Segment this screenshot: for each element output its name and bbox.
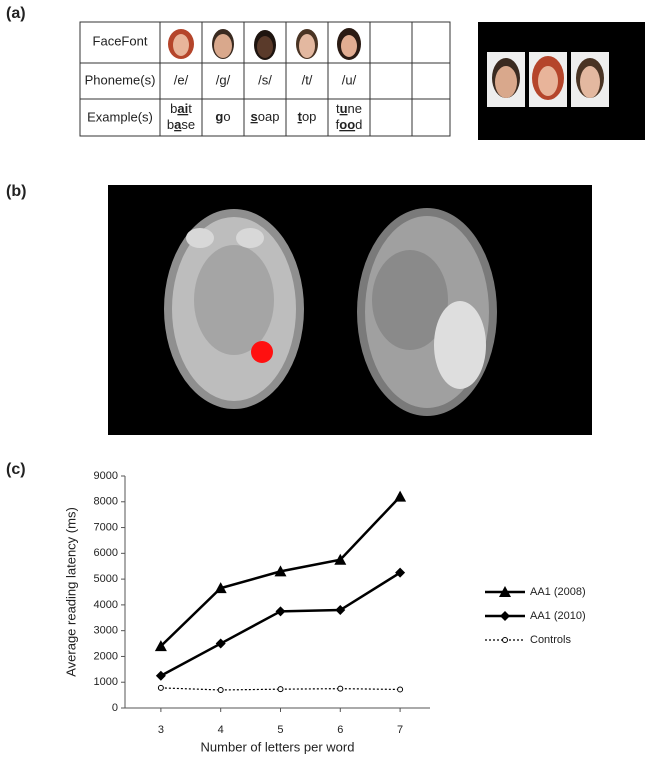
example-segment: o — [223, 109, 230, 124]
example-segment: op — [302, 109, 316, 124]
panel-label: (b) — [6, 183, 26, 200]
y-tick-label: 5000 — [94, 573, 118, 585]
legend-marker — [500, 611, 510, 621]
example-word: go — [215, 109, 230, 124]
example-segment: b — [170, 101, 177, 116]
example-segment: d — [355, 117, 362, 132]
y-tick-label: 4000 — [94, 599, 118, 611]
phoneme: /u/ — [342, 72, 357, 87]
example-segment: oo — [339, 117, 355, 132]
example-word: food — [336, 117, 363, 132]
example-segment: ai — [177, 101, 188, 116]
phoneme: /e/ — [174, 72, 189, 87]
example-word: soap — [251, 109, 280, 124]
marker — [394, 491, 406, 502]
mri-images — [108, 185, 592, 435]
legend-label: AA1 (2008) — [530, 586, 586, 598]
x-tick-label: 3 — [158, 724, 164, 736]
x-axis-label: Number of letters per word — [201, 739, 355, 754]
face-stimulus — [478, 22, 645, 140]
series-line — [161, 573, 400, 676]
example-word: base — [167, 117, 195, 132]
y-tick-label: 2000 — [94, 650, 118, 662]
legend-label: Controls — [530, 634, 571, 646]
x-tick-label: 5 — [277, 724, 283, 736]
marker — [278, 687, 283, 692]
marker — [338, 686, 343, 691]
y-tick-label: 8000 — [94, 496, 118, 508]
example-word: top — [298, 109, 317, 124]
y-tick-label: 3000 — [94, 625, 118, 637]
page: (a) (b) (c) — [0, 0, 645, 760]
example-segment: ne — [348, 101, 362, 116]
x-tick-label: 6 — [337, 724, 343, 736]
phoneme: /t/ — [302, 72, 313, 87]
face-icons — [168, 28, 361, 60]
example-segment: se — [181, 117, 195, 132]
row-label: Example(s) — [87, 109, 153, 124]
chart: 0 1000 2000 3000 4000 5000 6000 7000 8000 9000 3 4 5… — [63, 470, 585, 755]
y-tick-label: 9000 — [94, 470, 118, 482]
marker — [398, 687, 403, 692]
marker — [275, 606, 285, 616]
example-word: bait — [170, 101, 192, 116]
phoneme: /g/ — [216, 72, 231, 87]
row-label: FaceFont — [93, 33, 148, 48]
marker — [218, 687, 223, 692]
figure: (a) (b) (c) — [0, 0, 645, 760]
marker — [216, 639, 226, 649]
example-segment: u — [340, 101, 348, 116]
example-segment: s — [251, 109, 258, 124]
example-word: tune — [336, 101, 362, 116]
legend-label: AA1 (2010) — [530, 610, 586, 622]
example-segment: b — [167, 117, 174, 132]
phoneme: /s/ — [258, 72, 272, 87]
x-tick-label: 4 — [218, 724, 224, 736]
y-tick-label: 7000 — [94, 521, 118, 533]
y-tick-label: 6000 — [94, 547, 118, 559]
row-label: Phoneme(s) — [85, 72, 156, 87]
y-tick-label: 1000 — [94, 676, 118, 688]
panel-label: (c) — [6, 461, 26, 478]
panel-label: (a) — [6, 5, 26, 22]
example-segment: g — [215, 109, 223, 124]
y-tick-label: 0 — [112, 702, 118, 714]
marker — [156, 671, 166, 681]
x-tick-label: 7 — [397, 724, 403, 736]
y-axis-label: Average reading latency (ms) — [63, 507, 78, 677]
legend-marker — [503, 638, 508, 643]
marker — [158, 685, 163, 690]
example-segment: t — [188, 101, 192, 116]
example-segment: oap — [258, 109, 280, 124]
